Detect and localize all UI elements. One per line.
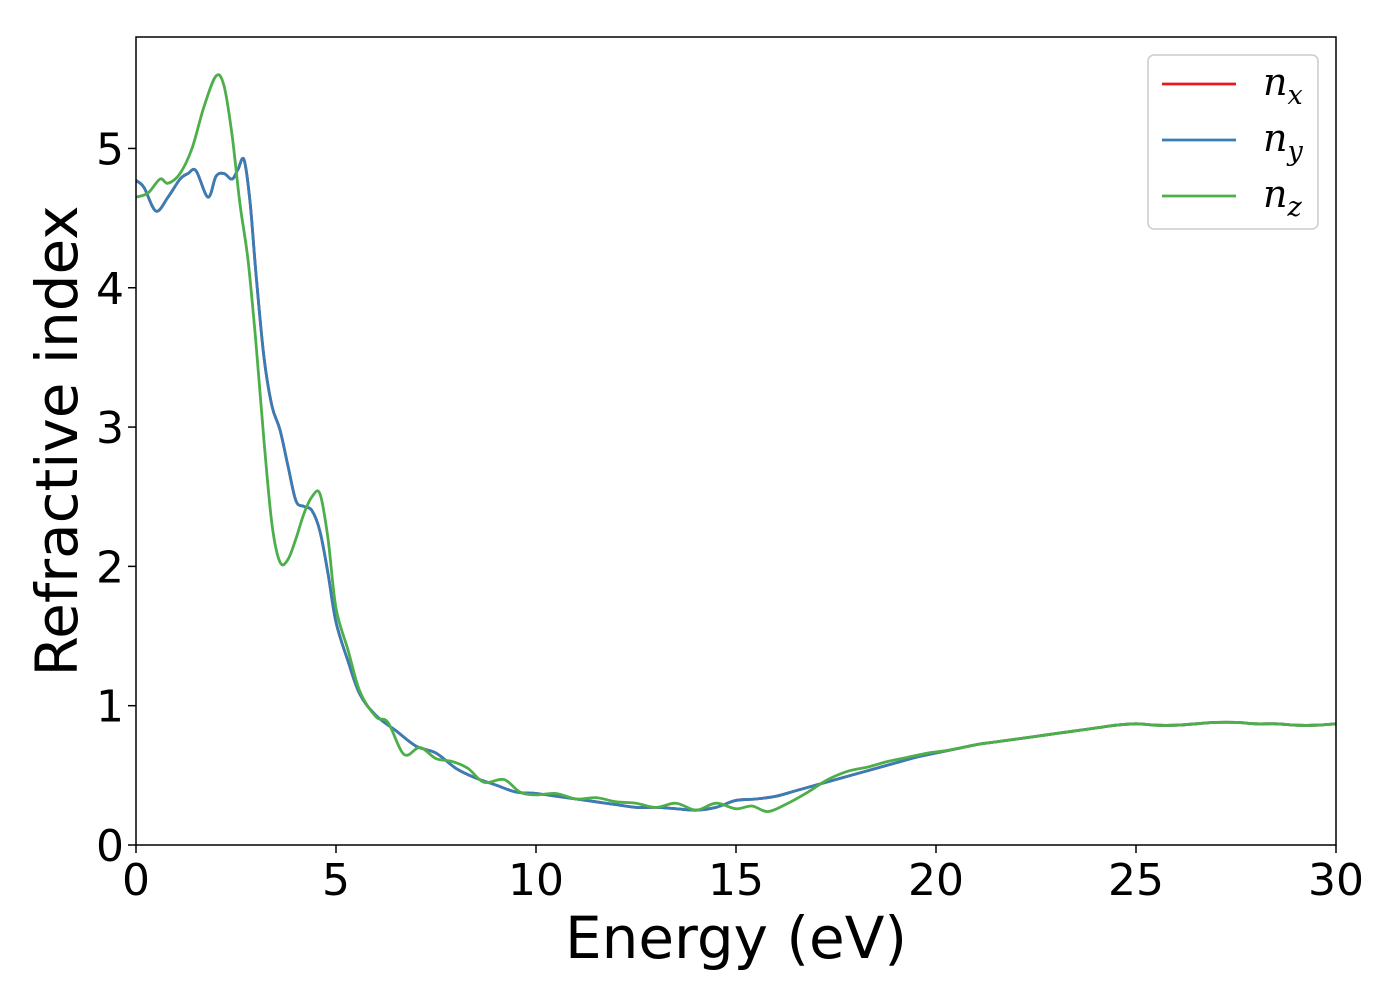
x-tick-label: 20 (908, 855, 964, 906)
series-layer (136, 73, 1336, 813)
series-line-z (136, 73, 1336, 813)
legend-label-base: n (1263, 116, 1287, 160)
x-tick-label: 30 (1308, 855, 1364, 906)
legend-label-y: ny (1263, 116, 1303, 167)
legend-label-x: nx (1263, 60, 1303, 111)
y-tick-label: 3 (96, 403, 124, 454)
y-tick-label: 0 (96, 821, 124, 872)
legend-label-base: n (1263, 60, 1287, 104)
y-tick-label: 2 (96, 542, 124, 593)
legend-label-subscript: z (1286, 192, 1302, 223)
legend-box (1147, 54, 1319, 230)
x-tick-label: 0 (122, 855, 150, 906)
y-tick-label: 1 (96, 682, 124, 733)
x-tick-label: 25 (1108, 855, 1164, 906)
legend-label-subscript: y (1286, 136, 1303, 167)
y-axis-label: Refractive index (23, 205, 91, 676)
legend-label-base: n (1263, 172, 1287, 216)
y-tick-label: 5 (96, 124, 124, 175)
legend-label-z: nz (1263, 172, 1302, 223)
y-tick-label: 4 (96, 264, 124, 315)
x-tick-label: 5 (322, 855, 350, 906)
x-tick-label: 10 (508, 855, 564, 906)
legend-label-subscript: x (1287, 80, 1302, 111)
x-tick-label: 15 (708, 855, 764, 906)
y-axis: 0 1 2 3 4 5 (96, 124, 136, 872)
x-axis: 0 5 10 15 20 25 30 (122, 845, 1364, 906)
x-axis-label: Energy (eV) (565, 904, 907, 972)
